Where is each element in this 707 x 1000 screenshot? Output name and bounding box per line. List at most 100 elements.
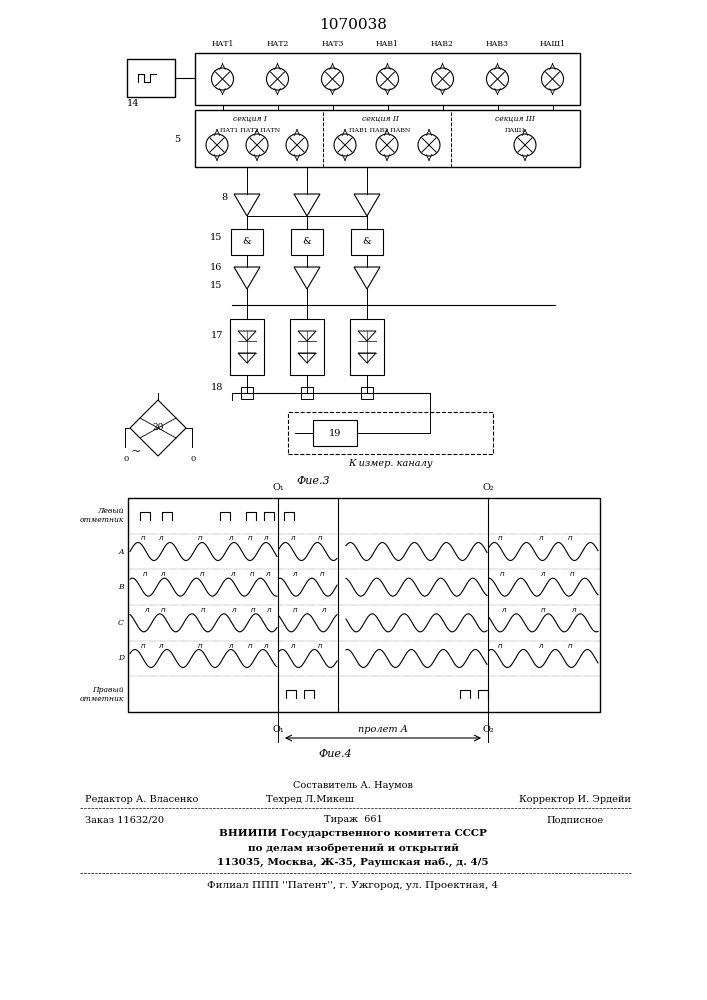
Text: Техред Л.Микеш: Техред Л.Микеш (266, 794, 354, 804)
Text: &: & (303, 237, 311, 246)
Bar (313, 420, 357, 446)
Bar (361, 387, 373, 399)
Text: п: п (141, 536, 146, 542)
Text: 16: 16 (209, 263, 222, 272)
Text: НАШ1: НАШ1 (539, 40, 566, 48)
Text: Правый
отметник: Правый отметник (80, 686, 124, 703)
Text: НАВ3: НАВ3 (486, 40, 509, 48)
Text: 8: 8 (222, 192, 228, 202)
Text: Заказ 11632/20: Заказ 11632/20 (85, 816, 164, 824)
Bar (290, 319, 324, 375)
Text: К измер. каналу: К измер. каналу (348, 458, 432, 468)
Text: п: п (201, 607, 205, 613)
Text: л: л (571, 607, 575, 613)
Text: п: п (317, 643, 322, 648)
Text: п: п (199, 571, 204, 577)
Text: Тираж  661: Тираж 661 (324, 816, 382, 824)
Text: п: п (198, 536, 202, 542)
Text: O₂: O₂ (482, 726, 493, 734)
Text: п: п (250, 571, 255, 577)
Text: 0: 0 (124, 455, 129, 463)
Bar (128, 498, 600, 712)
Text: п: п (247, 643, 252, 648)
Text: Корректор И. Эрдейи: Корректор И. Эрдейи (519, 794, 631, 804)
Text: ПАТ1 ПАТ2 ПАТN: ПАТ1 ПАТ2 ПАТN (220, 127, 280, 132)
Text: 15: 15 (209, 232, 222, 241)
Text: пролет A: пролет A (358, 726, 408, 734)
Bar (288, 412, 493, 454)
Text: л: л (266, 607, 270, 613)
Text: л: л (263, 643, 267, 648)
Text: 5: 5 (174, 135, 180, 144)
Text: ~: ~ (131, 446, 141, 458)
Text: л: л (538, 536, 542, 542)
Text: л: л (144, 607, 148, 613)
Bar (291, 229, 323, 255)
Text: НАТ2: НАТ2 (267, 40, 288, 48)
Text: л: л (158, 536, 162, 542)
Text: D: D (118, 654, 124, 662)
Text: п: п (160, 607, 165, 613)
Text: л: л (228, 643, 233, 648)
Bar (241, 387, 253, 399)
Text: п: п (293, 607, 298, 613)
Text: НАВ2: НАВ2 (431, 40, 454, 48)
Text: НАВ1: НАВ1 (376, 40, 399, 48)
Text: л: л (539, 571, 544, 577)
Text: п: п (570, 571, 574, 577)
Bar (195, 110, 580, 167)
Text: A: A (119, 548, 124, 556)
Text: л: л (321, 607, 325, 613)
Text: п: п (251, 607, 255, 613)
Text: Редактор А. Власенко: Редактор А. Власенко (85, 794, 199, 804)
Text: Фиe.3: Фиe.3 (296, 476, 329, 486)
Text: л: л (263, 536, 267, 542)
Text: л: л (230, 607, 235, 613)
Text: Филиал ППП ''Патент'', г. Ужгород, ул. Проектная, 4: Филиал ППП ''Патент'', г. Ужгород, ул. П… (207, 882, 498, 890)
Text: л: л (292, 571, 296, 577)
Text: секция I: секция I (233, 115, 267, 123)
Text: ПАШ1: ПАШ1 (504, 127, 525, 132)
Text: Фиe.4: Фиe.4 (318, 749, 352, 759)
Text: л: л (230, 571, 234, 577)
Text: л: л (228, 536, 233, 542)
Text: п: п (247, 536, 252, 542)
Bar (195, 53, 580, 105)
Text: C: C (118, 619, 124, 627)
Text: НАТ3: НАТ3 (321, 40, 344, 48)
Text: п: п (541, 607, 545, 613)
Text: &: & (243, 237, 252, 246)
Bar (127, 59, 175, 97)
Text: л: л (290, 643, 294, 648)
Text: ПАВ1 ПАВ2 ПАВN: ПАВ1 ПАВ2 ПАВN (349, 127, 411, 132)
Text: B: B (118, 583, 124, 591)
Text: 20: 20 (152, 424, 164, 432)
Text: п: п (198, 643, 202, 648)
Text: п: п (141, 643, 146, 648)
Text: 18: 18 (211, 383, 223, 392)
Bar (230, 319, 264, 375)
Text: 14: 14 (127, 99, 139, 107)
Text: O₂: O₂ (482, 484, 493, 492)
Text: 15: 15 (209, 282, 222, 290)
Text: л: л (160, 571, 164, 577)
Text: п: п (317, 536, 322, 542)
Text: Левый
отметник: Левый отметник (80, 507, 124, 524)
Text: Составитель А. Наумов: Составитель А. Наумов (293, 780, 413, 790)
Text: по делам изобретений и открытий: по делам изобретений и открытий (247, 843, 458, 853)
Bar (231, 229, 263, 255)
Text: л: л (264, 571, 269, 577)
Text: п: п (143, 571, 147, 577)
Text: &: & (363, 237, 371, 246)
Text: ВНИИПИ Государственного комитета СССР: ВНИИПИ Государственного комитета СССР (219, 830, 487, 838)
Text: л: л (290, 536, 294, 542)
Bar (301, 387, 313, 399)
Text: 0: 0 (190, 455, 196, 463)
Text: п: п (498, 536, 502, 542)
Text: п: п (320, 571, 325, 577)
Text: п: п (568, 643, 572, 648)
Text: секция III: секция III (495, 115, 535, 123)
Text: 17: 17 (211, 330, 223, 340)
Text: п: п (500, 571, 504, 577)
Text: 113035, Москва, Ж-35, Раушская наб., д. 4/5: 113035, Москва, Ж-35, Раушская наб., д. … (217, 857, 489, 867)
